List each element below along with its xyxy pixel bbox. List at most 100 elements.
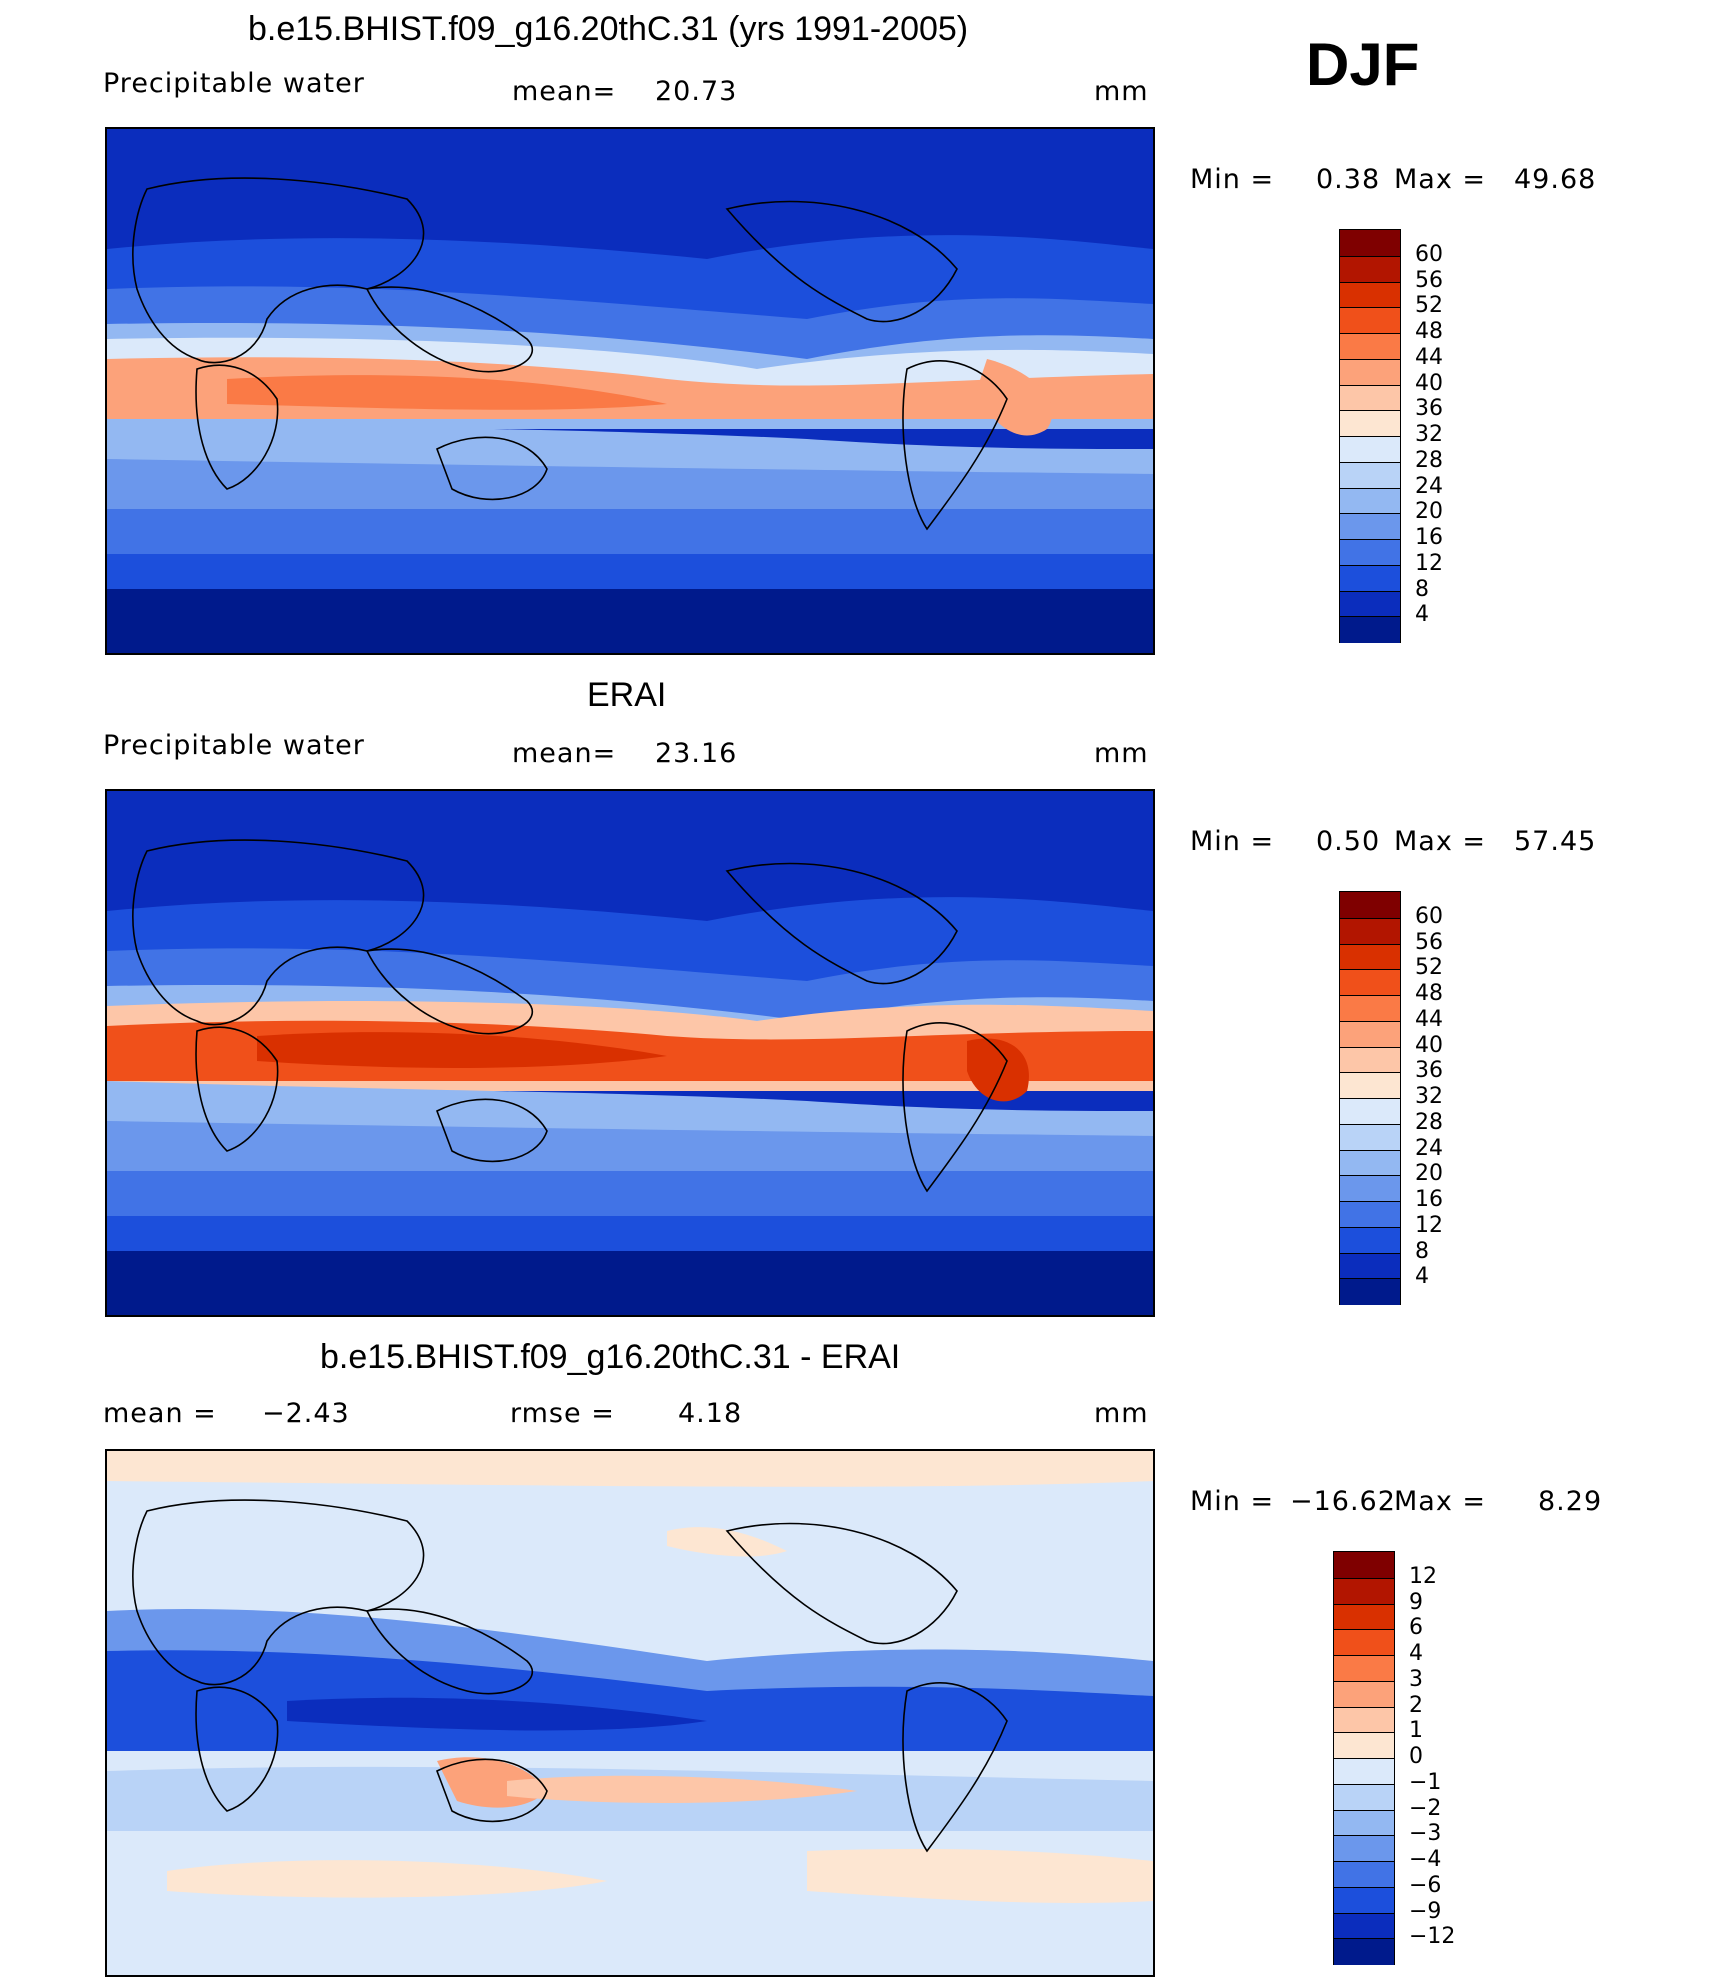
colorbar-tick-label: 44 (1415, 1006, 1443, 1032)
panel3-mean-value: −2.43 (262, 1398, 350, 1429)
panel2-variable: Precipitable water (103, 730, 365, 761)
colorbar-segment (1334, 1706, 1394, 1734)
panel2-title: ERAI (587, 676, 667, 714)
colorbar-tick-label: −1 (1409, 1769, 1442, 1795)
panel2-max-label: Max = (1394, 826, 1487, 857)
panel2-map (105, 789, 1155, 1317)
colorbar-tick-label: 6 (1409, 1615, 1423, 1641)
colorbar-segment (1340, 281, 1400, 309)
colorbar-segment (1334, 1809, 1394, 1837)
panel2-max-value: 57.45 (1514, 826, 1597, 857)
colorbar-segment (1340, 1123, 1400, 1151)
colorbar-tick-label: 52 (1415, 955, 1443, 981)
panel3-mean-label: mean = (103, 1398, 217, 1429)
colorbar-segment (1334, 1655, 1394, 1682)
colorbar-segment (1340, 590, 1400, 618)
colorbar-tick-label: 12 (1415, 1212, 1443, 1238)
colorbar-tick-label: 40 (1415, 370, 1443, 396)
colorbar-tick-label: 12 (1409, 1563, 1437, 1589)
colorbar-tick-label: 16 (1415, 1187, 1443, 1212)
colorbar-tick-label: 28 (1415, 1109, 1443, 1135)
colorbar-tick-label: 0 (1409, 1744, 1423, 1769)
colorbar-tick-label: 8 (1415, 576, 1429, 602)
colorbar-tick-label: 40 (1415, 1032, 1443, 1058)
colorbar-segment (1340, 564, 1400, 592)
colorbar-segment (1340, 1149, 1400, 1177)
colorbar-segment (1340, 1175, 1400, 1202)
panel1-variable: Precipitable water (103, 68, 365, 99)
colorbar-tick-label: 2 (1409, 1692, 1423, 1718)
colorbar-tick-label: −2 (1409, 1795, 1442, 1821)
colorbar-segment (1340, 513, 1400, 540)
panel3-max-value: 8.29 (1538, 1486, 1603, 1517)
colorbar-segment (1334, 1577, 1394, 1605)
panel1-colorbar (1339, 229, 1401, 643)
colorbar-tick-label: 48 (1415, 981, 1443, 1006)
colorbar-segment (1340, 307, 1400, 334)
colorbar-segment (1340, 995, 1400, 1022)
colorbar-tick-label: 1 (1409, 1718, 1423, 1744)
colorbar-tick-label: 4 (1415, 602, 1429, 628)
panel2-units: mm (1094, 738, 1149, 769)
panel1-max-label: Max = (1394, 164, 1487, 195)
colorbar-tick-label: −9 (1409, 1898, 1442, 1924)
panel2-min-value: 0.50 (1316, 826, 1381, 857)
colorbar-segment (1340, 1226, 1400, 1254)
colorbar-tick-label: 32 (1415, 422, 1443, 447)
colorbar-segment (1340, 333, 1400, 360)
colorbar-segment (1334, 1912, 1394, 1940)
panel1-mean-value: 20.73 (655, 76, 738, 107)
panel3-rmse-label: rmse = (510, 1398, 615, 1429)
panel3-title: b.e15.BHIST.f09_g16.20thC.31 - ERAI (320, 1338, 901, 1376)
colorbar-segment (1340, 230, 1400, 256)
colorbar-tick-label: −12 (1409, 1924, 1456, 1950)
colorbar-tick-label: 56 (1415, 267, 1443, 293)
panel3-min-value: −16.62 (1290, 1486, 1396, 1517)
panel1-title: b.e15.BHIST.f09_g16.20thC.31 (yrs 1991-2… (248, 10, 969, 48)
colorbar-tick-label: 24 (1415, 473, 1443, 499)
panel2-map-field (107, 791, 1153, 1315)
panel1-max-value: 49.68 (1514, 164, 1597, 195)
colorbar-segment (1334, 1732, 1394, 1759)
colorbar-segment (1340, 1046, 1400, 1074)
panel3-max-label: Max = (1394, 1486, 1487, 1517)
colorbar-segment (1340, 1072, 1400, 1099)
colorbar-tick-label: 60 (1415, 241, 1443, 267)
colorbar-segment (1340, 410, 1400, 437)
colorbar-tick-label: 48 (1415, 319, 1443, 344)
panel1-units: mm (1094, 76, 1149, 107)
colorbar-segment (1340, 1020, 1400, 1048)
colorbar-tick-label: 20 (1415, 1161, 1443, 1187)
panel1-mean-label: mean= (512, 76, 617, 107)
colorbar-segment (1334, 1783, 1394, 1811)
colorbar-segment (1340, 539, 1400, 566)
colorbar-segment (1340, 358, 1400, 386)
colorbar-tick-label: 4 (1415, 1264, 1429, 1290)
colorbar-segment (1340, 943, 1400, 971)
colorbar-segment (1334, 1603, 1394, 1631)
colorbar-segment (1340, 892, 1400, 918)
panel3-map (105, 1449, 1155, 1977)
panel1-map (105, 127, 1155, 655)
panel2-min-label: Min = (1190, 826, 1275, 857)
colorbar-tick-label: 36 (1415, 1058, 1443, 1084)
panel3-colorbar (1333, 1551, 1395, 1965)
colorbar-tick-label: 52 (1415, 293, 1443, 319)
colorbar-segment (1340, 461, 1400, 489)
panel1-min-label: Min = (1190, 164, 1275, 195)
colorbar-segment (1340, 255, 1400, 283)
colorbar-segment (1334, 1886, 1394, 1914)
colorbar-segment (1334, 1758, 1394, 1785)
colorbar-tick-label: −6 (1409, 1872, 1442, 1898)
colorbar-segment (1340, 1278, 1400, 1305)
colorbar-segment (1340, 917, 1400, 945)
colorbar-segment (1340, 487, 1400, 515)
colorbar-tick-label: 3 (1409, 1666, 1423, 1692)
colorbar-tick-label: 60 (1415, 903, 1443, 929)
panel1-min-value: 0.38 (1316, 164, 1381, 195)
panel3-min-label: Min = (1190, 1486, 1275, 1517)
colorbar-tick-label: 12 (1415, 550, 1443, 576)
colorbar-tick-label: 8 (1415, 1238, 1429, 1264)
panel2-colorbar (1339, 891, 1401, 1305)
colorbar-segment (1334, 1680, 1394, 1708)
